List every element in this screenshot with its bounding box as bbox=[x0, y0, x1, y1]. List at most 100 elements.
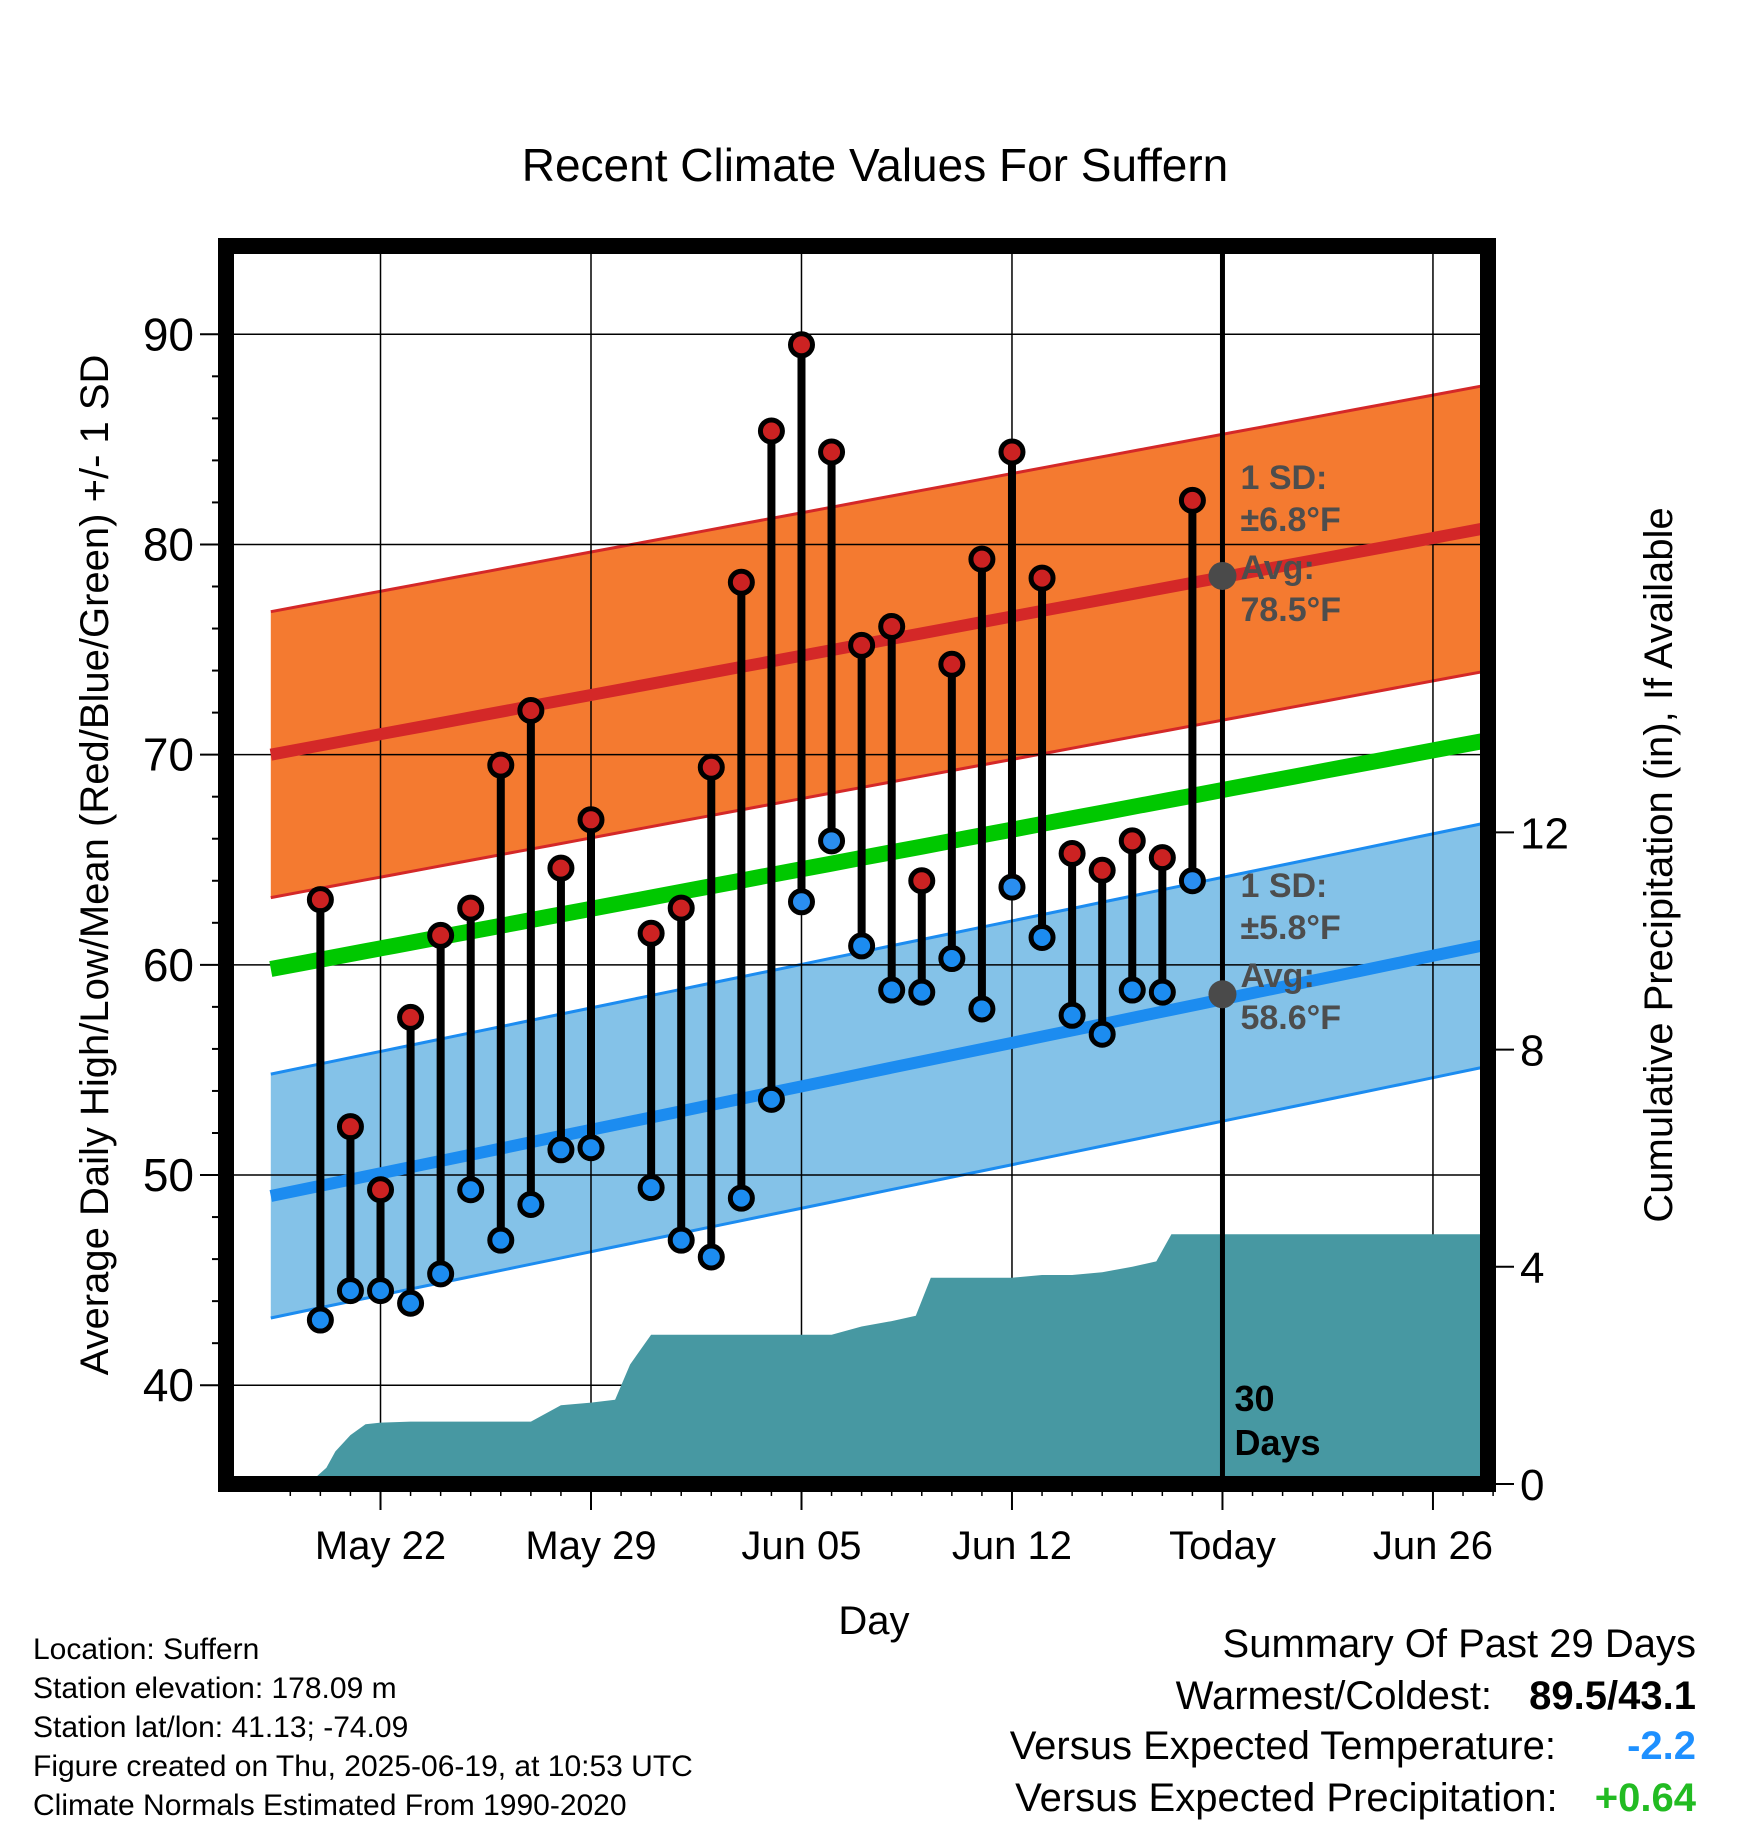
daily-low-point bbox=[968, 995, 996, 1023]
daily-high-point bbox=[457, 894, 485, 922]
daily-low-point bbox=[1028, 924, 1056, 952]
summary-precip-row: Versus Expected Precipitation: +0.64 bbox=[1015, 1776, 1696, 1821]
x-tick-label-38: Jun 26 bbox=[1373, 1524, 1493, 1568]
low-band-label-0: 1 SD: bbox=[1240, 867, 1327, 905]
daily-high-point bbox=[697, 753, 725, 781]
summary-temp-row: Versus Expected Temperature: -2.2 bbox=[1010, 1724, 1696, 1769]
daily-low-point bbox=[1178, 867, 1206, 895]
daily-high-point bbox=[667, 894, 695, 922]
summary-temp-value: -2.2 bbox=[1627, 1724, 1696, 1768]
daily-low-point bbox=[427, 1260, 455, 1288]
daily-high-point bbox=[878, 612, 906, 640]
high-band-label-3: 78.5°F bbox=[1240, 591, 1341, 629]
high-band-label-2: Avg: bbox=[1240, 549, 1314, 587]
info-elevation: Station elevation: 178.09 m bbox=[33, 1672, 397, 1705]
y-tick-label-50: 50 bbox=[143, 1149, 194, 1201]
daily-high-point bbox=[1088, 856, 1116, 884]
x-tick-label-10: May 29 bbox=[525, 1524, 656, 1568]
low-band-lower-edge bbox=[270, 1064, 1488, 1320]
daily-low-point bbox=[637, 1174, 665, 1202]
daily-high-point bbox=[427, 921, 455, 949]
x-tick-label-24: Jun 12 bbox=[952, 1524, 1072, 1568]
daily-low-point bbox=[517, 1190, 545, 1218]
info-created: Figure created on Thu, 2025-06-19, at 10… bbox=[33, 1750, 693, 1783]
daily-low-point bbox=[787, 888, 815, 916]
plot-content: 1 SD: ±6.8°F Avg: 78.5°F 1 SD: ±5.8°F Avg: 58.6… bbox=[226, 246, 1488, 1484]
summary-warmest-value: 89.5/43.1 bbox=[1529, 1674, 1696, 1718]
daily-low-point bbox=[1118, 976, 1146, 1004]
y2-tick-label-0: 0 bbox=[1520, 1461, 1544, 1510]
daily-high-point bbox=[367, 1176, 395, 1204]
daily-low-point bbox=[397, 1289, 425, 1317]
daily-low-point bbox=[577, 1134, 605, 1162]
daily-low-point bbox=[336, 1277, 364, 1305]
summary-warmest-label: Warmest/Coldest: bbox=[1175, 1674, 1493, 1718]
daily-low-point bbox=[878, 976, 906, 1004]
normal-low-line bbox=[269, 938, 1488, 1202]
daily-low-point bbox=[367, 1277, 395, 1305]
cumulative-precipitation-area bbox=[308, 1234, 1488, 1484]
daily-high-point bbox=[998, 438, 1026, 466]
daily-low-point bbox=[1148, 978, 1176, 1006]
daily-high-point bbox=[938, 650, 966, 678]
high-band-upper-edge bbox=[270, 383, 1488, 614]
today-normal-high-marker bbox=[1208, 561, 1237, 590]
daily-high-point bbox=[517, 697, 545, 725]
daily-high-point bbox=[1148, 844, 1176, 872]
summary-warmest-row: Warmest/Coldest: 89.5/43.1 bbox=[1176, 1674, 1696, 1719]
daily-low-point bbox=[848, 932, 876, 960]
daily-low-point bbox=[727, 1184, 755, 1212]
y-axis-label: Average Daily High/Low/Mean (Red/Blue/Gr… bbox=[73, 355, 117, 1376]
plot-area: 1 SD: ±6.8°F Avg: 78.5°F 1 SD: ±5.8°F Avg: 58.6… bbox=[143, 238, 1569, 1568]
today-normal-low-marker bbox=[1208, 980, 1237, 1009]
daily-low-point bbox=[487, 1226, 515, 1254]
today-days-label-1: Days bbox=[1234, 1422, 1320, 1463]
y-tick-label-70: 70 bbox=[143, 729, 194, 781]
y2-tick-label-12: 12 bbox=[1520, 809, 1569, 858]
x-tick-label-3: May 22 bbox=[315, 1524, 446, 1568]
daily-low-point bbox=[757, 1085, 785, 1113]
plot-frame bbox=[218, 238, 1496, 1492]
daily-high-point bbox=[637, 919, 665, 947]
today-days-label-0: 30 bbox=[1234, 1378, 1274, 1419]
high-band-label-0: 1 SD: bbox=[1240, 459, 1327, 497]
daily-high-point bbox=[1028, 564, 1056, 592]
daily-high-point bbox=[968, 545, 996, 573]
x-axis-label: Day bbox=[838, 1599, 909, 1643]
info-location: Location: Suffern bbox=[33, 1633, 260, 1666]
daily-low-point bbox=[998, 873, 1026, 901]
daily-low-point bbox=[306, 1306, 334, 1334]
daily-low-point bbox=[938, 945, 966, 973]
y-tick-label-80: 80 bbox=[143, 518, 194, 570]
daily-high-point bbox=[1178, 486, 1206, 514]
high-band-label-1: ±6.8°F bbox=[1240, 501, 1340, 539]
daily-high-point bbox=[727, 568, 755, 596]
daily-high-point bbox=[397, 1003, 425, 1031]
y2-axis-label: Cumulative Precipitation (in), If Availa… bbox=[1637, 507, 1681, 1222]
low-band-label-2: Avg: bbox=[1240, 957, 1314, 995]
daily-high-point bbox=[787, 331, 815, 359]
daily-low-point bbox=[457, 1176, 485, 1204]
low-band-label-1: ±5.8°F bbox=[1240, 909, 1340, 947]
daily-high-point bbox=[848, 631, 876, 659]
chart-title: Recent Climate Values For Suffern bbox=[522, 139, 1229, 191]
daily-high-point bbox=[818, 438, 846, 466]
daily-low-point bbox=[547, 1136, 575, 1164]
daily-high-point bbox=[757, 417, 785, 445]
daily-high-point bbox=[306, 886, 334, 914]
info-latlon: Station lat/lon: 41.13; -74.09 bbox=[33, 1711, 409, 1744]
y2-tick-label-8: 8 bbox=[1520, 1027, 1544, 1076]
daily-low-point bbox=[697, 1243, 725, 1271]
y-tick-label-40: 40 bbox=[143, 1359, 194, 1411]
daily-high-point bbox=[487, 751, 515, 779]
summary-precip-label: Versus Expected Precipitation: bbox=[1015, 1776, 1558, 1820]
daily-high-point bbox=[577, 806, 605, 834]
daily-low-point bbox=[908, 978, 936, 1006]
daily-low-point bbox=[667, 1226, 695, 1254]
y2-tick-label-4: 4 bbox=[1520, 1244, 1544, 1293]
info-normals: Climate Normals Estimated From 1990-2020 bbox=[33, 1789, 627, 1822]
summary-precip-value: +0.64 bbox=[1594, 1776, 1696, 1820]
summary-title: Summary Of Past 29 Days bbox=[1222, 1622, 1696, 1666]
summary-temp-label: Versus Expected Temperature: bbox=[1009, 1724, 1556, 1768]
